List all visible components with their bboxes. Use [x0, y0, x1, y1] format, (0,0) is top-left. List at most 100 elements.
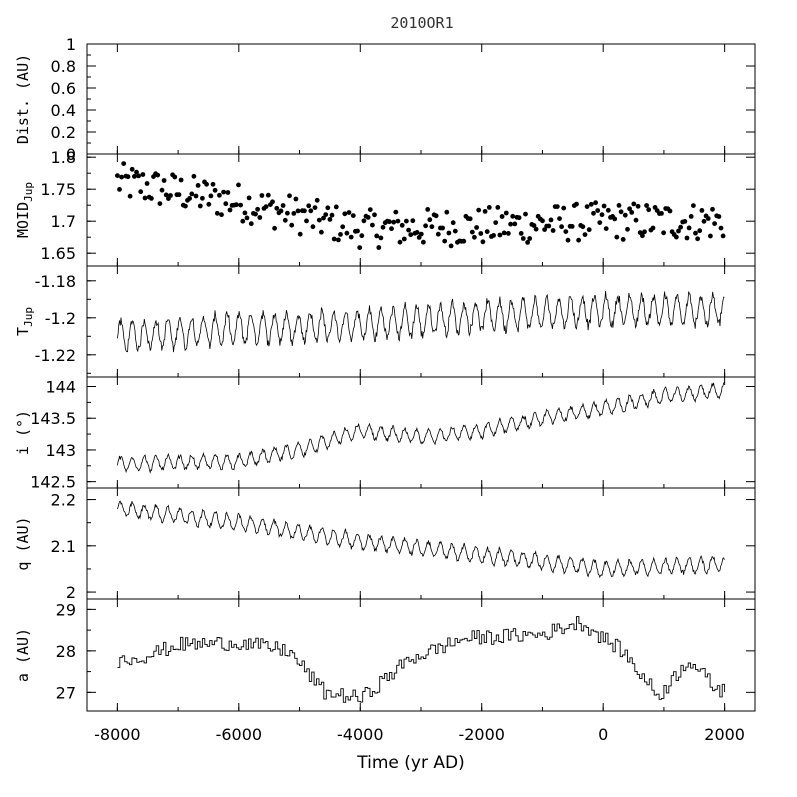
moid-point	[378, 235, 384, 241]
y-tick-label: 2.2	[51, 491, 76, 510]
moid-point	[720, 233, 726, 239]
panel-q: 2 2.1 2.2 q (AU)	[14, 487, 756, 602]
y-tick-label: 144	[45, 378, 76, 397]
moid-point	[629, 210, 635, 215]
moid-point	[474, 225, 479, 230]
moid-point	[691, 203, 696, 209]
moid-point	[136, 173, 142, 179]
moid-point	[442, 238, 448, 244]
series-line-tjup	[117, 290, 725, 353]
series-line-q	[117, 500, 725, 579]
series-a	[117, 616, 726, 703]
moid-point	[495, 205, 501, 210]
x-tick-label: 0	[598, 725, 608, 744]
moid-point	[695, 236, 700, 242]
moid-point	[686, 225, 692, 231]
moid-point	[259, 193, 265, 198]
moid-point	[506, 231, 511, 236]
moid-point	[557, 216, 562, 222]
moid-point	[674, 234, 679, 240]
moid-point	[325, 205, 331, 211]
y-tick-label: 0.8	[51, 57, 76, 76]
moid-point	[486, 205, 492, 210]
moid-point	[295, 208, 301, 214]
moid-point	[342, 211, 348, 217]
moid-point	[559, 224, 564, 230]
moid-point	[580, 224, 586, 230]
moid-point	[425, 207, 431, 212]
moid-point	[227, 207, 233, 213]
moid-point	[631, 201, 637, 207]
moid-point	[627, 206, 632, 212]
moid-point	[236, 182, 241, 188]
moid-point	[518, 231, 524, 236]
moid-point	[129, 166, 135, 172]
moid-point	[497, 232, 503, 238]
moid-point	[550, 228, 556, 233]
moid-point	[584, 204, 590, 210]
moid-point	[540, 218, 545, 224]
moid-point	[414, 230, 420, 235]
moid-point	[321, 215, 326, 221]
moid-point	[421, 239, 426, 245]
moid-point	[563, 229, 569, 235]
moid-point	[433, 213, 439, 219]
moid-point	[289, 222, 295, 228]
moid-point	[476, 207, 482, 213]
moid-point	[406, 227, 411, 233]
y-tick-label: 27	[56, 683, 76, 702]
moid-point	[257, 215, 263, 220]
moid-point	[387, 219, 392, 225]
moid-point	[591, 210, 596, 216]
y-tick-label: 142.5	[30, 473, 76, 492]
moid-point	[195, 183, 201, 188]
moid-point	[450, 220, 456, 226]
moid-point	[359, 233, 365, 239]
moid-point	[397, 239, 403, 245]
moid-point	[429, 224, 435, 230]
moid-point	[678, 224, 683, 230]
moid-point	[520, 236, 526, 241]
moid-point	[208, 193, 214, 199]
moid-point	[274, 205, 280, 211]
moid-point	[336, 237, 341, 243]
moid-point	[410, 218, 416, 224]
moid-point	[701, 218, 707, 224]
chart-title: 2010OR1	[390, 14, 453, 32]
moid-point	[280, 203, 286, 208]
moid-point	[327, 217, 333, 222]
moid-point	[642, 229, 647, 235]
panel-incl: 142.5 143 143.5 144 i (°)	[14, 376, 756, 492]
moid-point	[491, 233, 496, 238]
x-axis-label: Time (yr AD)	[356, 753, 464, 773]
moid-point	[525, 240, 530, 245]
moid-point	[467, 216, 473, 222]
moid-point	[319, 229, 324, 235]
moid-point	[684, 235, 690, 241]
moid-point	[316, 217, 322, 223]
moid-point	[172, 174, 178, 180]
moid-point	[644, 203, 649, 208]
series-incl	[117, 381, 725, 474]
moid-point	[601, 203, 607, 209]
y-tick-label: 1	[66, 35, 76, 54]
moid-point	[499, 214, 505, 219]
moid-point	[548, 217, 554, 223]
y-axis-label: i (°)	[14, 410, 32, 455]
moid-point	[306, 203, 312, 209]
moid-point	[546, 223, 552, 229]
series-line-a	[117, 616, 726, 703]
x-axis: -8000 -6000 -4000 -2000 0 2000	[94, 725, 745, 744]
moid-point	[461, 238, 467, 244]
moid-point	[314, 197, 320, 203]
moid-point	[310, 224, 316, 230]
moid-point	[688, 214, 694, 219]
y-axis-label: Dist. (AU)	[14, 54, 32, 144]
moid-point	[340, 224, 346, 230]
moid-point	[620, 237, 626, 242]
moid-point	[531, 223, 537, 228]
y-tick-label: 28	[56, 642, 76, 661]
moid-point	[357, 245, 363, 251]
